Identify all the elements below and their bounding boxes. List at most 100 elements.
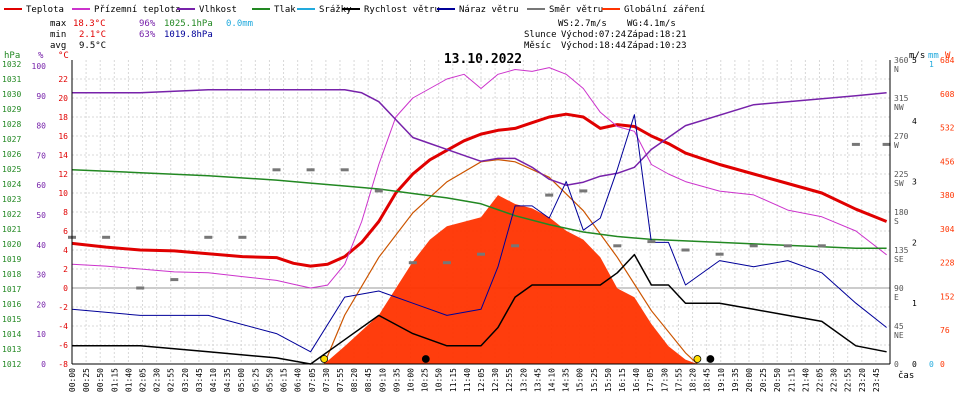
stat-sunrise: Východ:07:24 [561,30,626,40]
w-tick-label: 684 [940,56,955,65]
stat-moon-label: Měsíc [524,41,551,51]
x-tick-label: 13:45 [533,368,542,392]
x-tick-label: 18:45 [703,368,712,392]
stat-moonrise: Východ:18:44 [561,41,626,51]
temp-tick-label: 6 [63,227,68,236]
x-axis-unit: čas [898,370,914,381]
x-tick-label: 11:40 [463,368,472,392]
pct-tick-label: 40 [36,241,46,250]
x-tick-label: 01:15 [110,368,119,392]
w-tick-label: 380 [940,191,955,200]
x-tick-label: 12:05 [477,368,486,392]
x-tick-label: 00:25 [82,368,91,392]
wind-direction-mark [511,244,520,248]
x-tick-label: 17:55 [674,368,683,392]
radiation-area [324,195,698,364]
x-tick-label: 16:40 [632,368,641,392]
x-tick-label: 21:40 [801,368,810,392]
lines-layer [71,67,888,365]
dir-tick-label: 225 [894,170,909,179]
x-tick-label: 09:10 [378,368,387,392]
wind-direction-mark [851,142,860,146]
ms-tick-label: 5 [912,56,917,65]
hpa-tick-label: 1023 [2,195,21,204]
x-tick-label: 07:30 [322,368,331,392]
dir-compass-label: S [894,217,899,226]
temp-tick-label: -2 [58,303,68,312]
hpa-tick-label: 1032 [2,60,21,69]
x-tick-label: 03:20 [181,368,190,392]
legend-label: Náraz větru [459,5,519,15]
wind-direction-mark [272,168,281,172]
stat-wg: WG:4.1m/s [627,19,676,29]
x-tick-label: 22:05 [816,368,825,392]
x-tick-label: 22:30 [830,368,839,392]
legend-label: Rychlost větru [364,5,440,15]
temp-tick-label: 18 [58,113,68,122]
x-tick-label: 12:55 [505,368,514,392]
x-axis: 00:00 00:25 00:50 01:15 01:40 02:05 02:30 02:55… [68,368,881,392]
w-axis-title: W [945,51,951,61]
hpa-tick-label: 1018 [2,270,21,279]
x-tick-label: 19:10 [717,368,726,392]
pct-tick-label: 70 [36,151,46,160]
axes-layer: 1032103110301029102810271026102510241023… [2,56,955,369]
pct-tick-label: 90 [36,92,46,101]
dir-tick-label: 360 [894,56,909,65]
x-tick-label: 02:30 [153,368,162,392]
w-tick-label: 0 [940,360,945,369]
series-line [71,168,887,250]
wind-direction-mark [442,261,451,265]
x-tick-label: 14:35 [562,368,571,392]
x-tick-label: 22:55 [844,368,853,392]
wind-direction-mark [238,235,247,239]
x-tick-label: 12:30 [491,368,500,392]
x-tick-label: 01:40 [124,368,133,392]
stat-ws: WS:2.7m/s [558,19,607,29]
temp-tick-label: 14 [58,151,68,160]
hpa-tick-label: 1026 [2,150,21,159]
dir-compass-label: SW [894,179,904,188]
ms-tick-label: 2 [912,238,917,247]
series-line [71,114,887,353]
stat-temp-avg: 9.5°C [79,41,106,51]
hpa-tick-label: 1025 [2,165,21,174]
wind-direction-mark [136,286,145,290]
hpa-tick-label: 1015 [2,315,21,324]
mm-axis-title: mm [928,51,939,61]
pct-tick-label: 100 [32,62,47,71]
w-tick-label: 608 [940,90,955,99]
w-tick-label: 456 [940,157,955,166]
dir-tick-label: 180 [894,208,909,217]
x-tick-label: 08:20 [350,368,359,392]
wind-direction-mark [306,168,315,172]
x-tick-label: 10:50 [435,368,444,392]
pct-tick-label: 80 [36,122,46,131]
wind-direction-mark [783,244,792,248]
wind-direction-mark [579,189,588,193]
hpa-tick-label: 1030 [2,90,21,99]
series-line [72,89,887,186]
stat-rain-total: 0.0mm [226,19,253,29]
x-tick-label: 15:00 [576,368,585,392]
pct-tick-label: 20 [36,300,46,309]
dir-tick-label: 315 [894,94,909,103]
x-tick-label: 04:35 [223,368,232,392]
wind-direction-mark [170,278,179,282]
x-tick-label: 15:25 [590,368,599,392]
legend-label: Tlak [274,5,296,15]
x-tick-label: 14:10 [548,368,557,392]
stat-avg-label: avg [50,41,66,51]
wind-direction-mark [882,142,891,146]
dir-tick-label: 90 [894,284,904,293]
hpa-tick-label: 1012 [2,360,21,369]
pct-tick-label: 0 [41,360,46,369]
dir-compass-label: W [894,141,899,150]
x-tick-label: 17:05 [646,368,655,392]
x-tick-label: 11:15 [449,368,458,392]
x-tick-label: 03:45 [195,368,204,392]
legend-label: Srážky [319,5,352,15]
mm-tick-label: 0 [929,360,934,369]
x-tick-label: 15:50 [604,368,613,392]
